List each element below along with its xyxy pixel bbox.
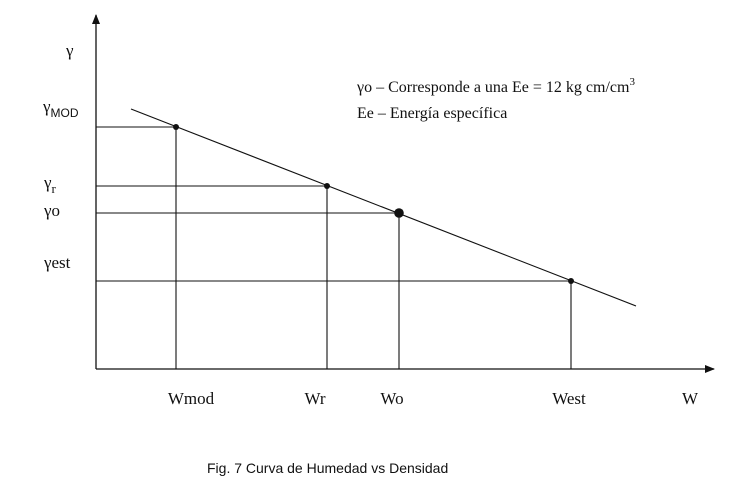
guide-lines <box>96 126 572 369</box>
density-curve <box>130 108 637 307</box>
point-r <box>324 183 330 189</box>
y-label-r-main: γ <box>43 173 52 192</box>
x-label-wmod: Wmod <box>168 389 215 408</box>
y-axis-label: γ <box>65 41 74 60</box>
x-label-west: West <box>552 389 586 408</box>
point-mod <box>173 124 179 130</box>
x-label-wr: Wr <box>304 389 325 408</box>
y-label-r: γr <box>43 173 57 196</box>
y-label-o: γo <box>43 201 60 220</box>
y-label-r-sub: r <box>52 181 57 196</box>
figure-caption: Fig. 7 Curva de Humedad vs Densidad <box>207 460 448 476</box>
y-label-mod-main: γ <box>42 97 51 116</box>
point-est <box>568 278 574 284</box>
y-label-est: γest <box>43 253 71 272</box>
x-label-wo: Wo <box>380 389 403 408</box>
y-label-mod-sub: MOD <box>51 106 79 120</box>
legend-line-1: γo – Corresponde a una Ee = 12 kg cm/cm3 <box>356 76 635 96</box>
x-axis-label: W <box>682 389 699 408</box>
legend-line-2: Ee – Energía específica <box>357 105 507 122</box>
legend-line-1-superscript: 3 <box>629 76 635 88</box>
legend-line-1-main: γo – Corresponde a una Ee = 12 kg cm/cm <box>356 79 630 96</box>
y-label-mod: γMOD <box>42 97 79 120</box>
legend: γo – Corresponde a una Ee = 12 kg cm/cm3… <box>356 76 635 122</box>
point-o <box>394 208 404 218</box>
